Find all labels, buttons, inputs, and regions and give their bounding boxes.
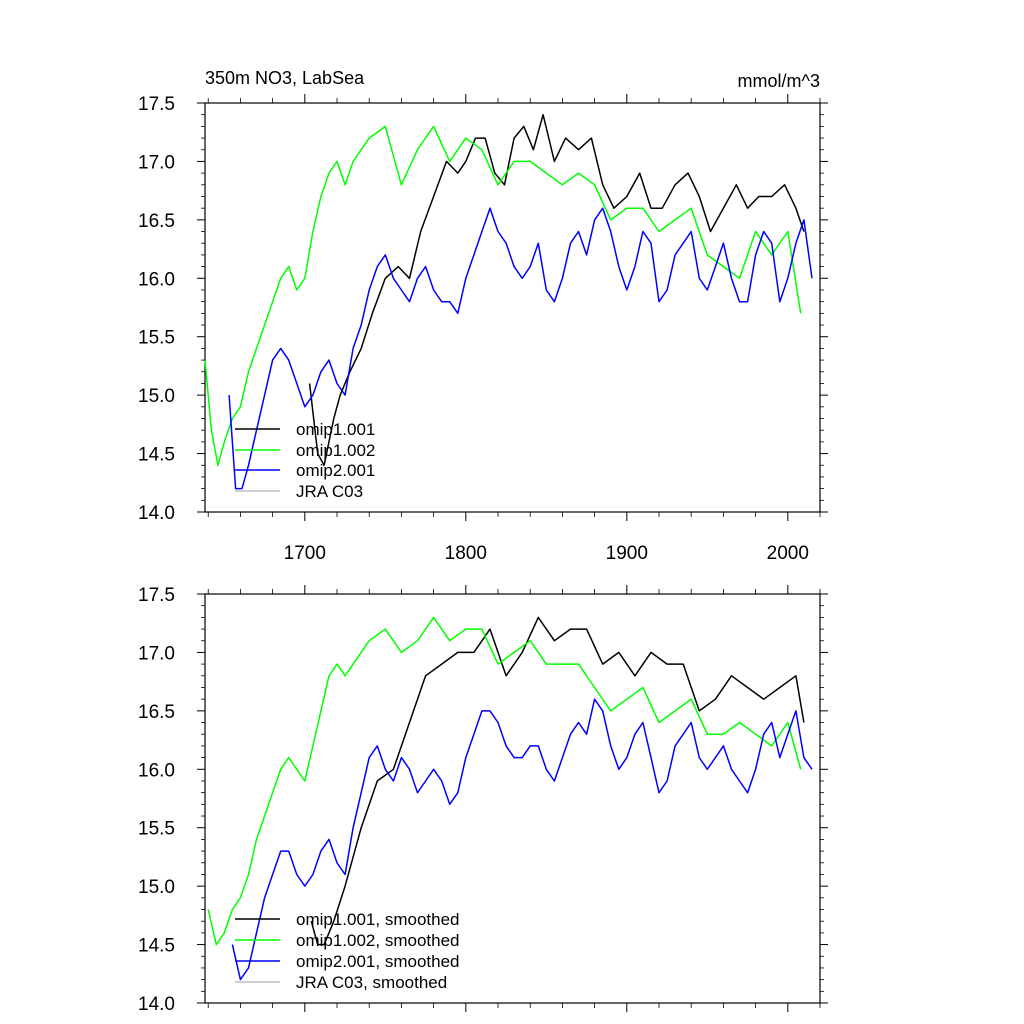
top-y-tick-label: 16.0: [138, 269, 175, 290]
top-y-tick-label: 16.5: [138, 211, 175, 232]
top-y-tick-label: 15.5: [138, 328, 175, 349]
top-series-omip1-002: [204, 125, 802, 467]
top-panel-units: mmol/m^3: [738, 71, 820, 91]
legend-item-jra-c03: JRA C03: [235, 482, 363, 501]
top-series-omip1-001: [308, 113, 805, 467]
bottom-y-tick-label: 17.0: [138, 643, 175, 664]
bottom-series-omip1-001-smoothed: [310, 616, 805, 946]
legend-label-omip1-001-smoothed: omip1.001, smoothed: [296, 910, 460, 929]
bottom-legend: omip1.001, smoothed omip1.002, smoothed …: [235, 910, 460, 992]
top-panel-title: 350m NO3, LabSea: [205, 68, 365, 88]
legend-label-jra-c03: JRA C03: [296, 482, 363, 501]
bottom-y-tick-label: 15.5: [138, 819, 175, 840]
legend-label-omip2-001: omip2.001: [296, 461, 375, 480]
legend-item-omip2-001: omip2.001: [235, 461, 375, 480]
legend-item-jra-c03-smoothed: JRA C03, smoothed: [235, 973, 447, 992]
legend-item-omip2-001-smoothed: omip2.001, smoothed: [235, 952, 460, 971]
top-x-tick-label: 1800: [445, 543, 487, 564]
legend-label-omip1-001: omip1.001: [296, 420, 375, 439]
top-legend: omip1.001 omip1.002 omip2.001 JRA C03: [235, 420, 375, 501]
bottom-y-tick-label: 16.5: [138, 702, 175, 723]
legend-label-omip1-002: omip1.002: [296, 441, 375, 460]
bottom-y-tick-label: 16.0: [138, 760, 175, 781]
legend-label-omip2-001-smoothed: omip2.001, smoothed: [296, 952, 460, 971]
legend-label-omip1-002-smoothed: omip1.002, smoothed: [296, 931, 460, 950]
bottom-y-tick-label: 14.5: [138, 936, 175, 957]
top-y-tick-label: 17.0: [138, 152, 175, 173]
top-y-tick-label: 17.5: [138, 94, 175, 115]
top-panel: 350m NO3, LabSea mmol/m^3 14.0 14.5 15.0 15…: [138, 68, 828, 564]
bottom-panel: 14.0 14.5 15.0 15.5 16.0 16.5 17.0 17.5 omip1.0…: [138, 585, 828, 1015]
top-y-tick-label: 14.0: [138, 503, 175, 524]
top-y-tick-label: 15.0: [138, 386, 175, 407]
top-x-tick-label: 1900: [606, 543, 648, 564]
bottom-y-tick-label: 15.0: [138, 877, 175, 898]
top-x-tick-label: 2000: [767, 543, 809, 564]
bottom-series-omip1-002-smoothed: [207, 616, 802, 946]
top-ticks-layer: 14.0 14.5 15.0 15.5 16.0 16.5 17.0 17.5 1700 1800…: [138, 94, 828, 564]
legend-label-jra-c03-smoothed: JRA C03, smoothed: [296, 973, 447, 992]
top-series-layer: [204, 113, 813, 490]
top-plot-frame: [204, 102, 821, 513]
bottom-series-layer: [207, 616, 813, 981]
bottom-y-tick-label: 14.0: [138, 994, 175, 1015]
bottom-y-tick-label: 17.5: [138, 585, 175, 606]
top-y-tick-label: 14.5: [138, 445, 175, 466]
bottom-series-omip2-001-smoothed: [231, 698, 813, 981]
bottom-ticks-layer: 14.0 14.5 15.0 15.5 16.0 16.5 17.0 17.5: [138, 585, 828, 1015]
legend-item-omip1-002-smoothed: omip1.002, smoothed: [235, 931, 460, 950]
legend-item-omip1-001-smoothed: omip1.001, smoothed: [235, 910, 460, 929]
top-series-omip2-001: [228, 207, 813, 490]
legend-item-omip1-001: omip1.001: [235, 420, 375, 439]
top-x-tick-label: 1700: [284, 543, 326, 564]
bottom-plot-frame: [204, 593, 821, 1004]
legend-item-omip1-002: omip1.002: [235, 441, 375, 460]
